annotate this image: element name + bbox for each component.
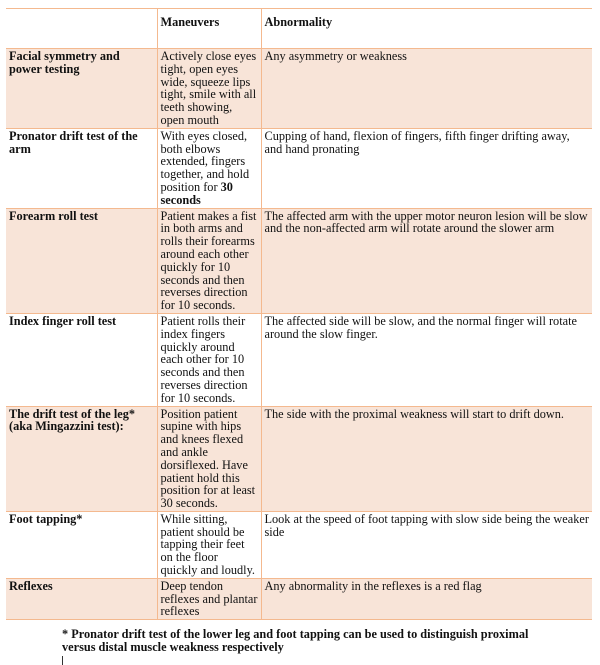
test-name: Forearm roll test	[6, 207, 157, 314]
footnote: * Pronator drift test of the lower leg a…	[62, 627, 529, 655]
neuro-exam-table: Maneuvers Abnormality Facial symmetry an…	[6, 8, 592, 621]
table-row: Index finger roll test Patient rolls the…	[6, 312, 592, 407]
abnormality: Any abnormality in the reflexes is a red…	[260, 577, 592, 621]
test-name: Pronator drift test of the arm	[6, 127, 157, 209]
abnormality: Cupping of hand, flexion of fingers, fif…	[260, 127, 592, 209]
maneuver-bold: 30 seconds	[160, 179, 233, 207]
test-name: The drift test of the leg* (aka Mingazzi…	[6, 405, 157, 512]
test-name: Reflexes	[6, 577, 157, 621]
abnormality: The side with the proximal weakness will…	[260, 405, 592, 512]
table-row: Foot tapping* While sitting, patient sho…	[6, 510, 592, 579]
maneuver: Position patient supine with hips and kn…	[156, 405, 261, 512]
test-name: Foot tapping*	[6, 510, 157, 579]
table-row: Facial symmetry and power testing Active…	[6, 48, 592, 129]
header-abnormality: Abnormality	[260, 8, 592, 49]
table-row: Forearm roll test Patient makes a fist i…	[6, 207, 592, 314]
test-name: Facial symmetry and power testing	[6, 48, 157, 129]
maneuver: Patient makes a fist in both arms and ro…	[156, 207, 261, 314]
header-maneuvers: Maneuvers	[156, 8, 261, 49]
table-row: Reflexes Deep tendon reflexes and planta…	[6, 577, 592, 621]
maneuver-text: With eyes closed, both elbows extended, …	[160, 128, 250, 194]
abnormality: Any asymmetry or weakness	[260, 48, 592, 129]
test-name: Index finger roll test	[6, 312, 157, 407]
maneuver: Deep tendon reflexes and plantar reflexe…	[156, 577, 261, 621]
maneuver: With eyes closed, both elbows extended, …	[156, 127, 261, 209]
maneuver: While sitting, patient should be tapping…	[156, 510, 261, 579]
text-cursor	[62, 656, 63, 665]
abnormality: Look at the speed of foot tapping with s…	[260, 510, 592, 579]
abnormality: The affected side will be slow, and the …	[260, 312, 592, 407]
table-row: Pronator drift test of the arm With eyes…	[6, 127, 592, 209]
header-row: Maneuvers Abnormality	[6, 8, 592, 49]
abnormality: The affected arm with the upper motor ne…	[260, 207, 592, 314]
header-blank	[6, 8, 157, 49]
table-row: The drift test of the leg* (aka Mingazzi…	[6, 405, 592, 512]
maneuver: Actively close eyes tight, open eyes wid…	[156, 48, 261, 129]
maneuver: Patient rolls their index fingers quickl…	[156, 312, 261, 407]
